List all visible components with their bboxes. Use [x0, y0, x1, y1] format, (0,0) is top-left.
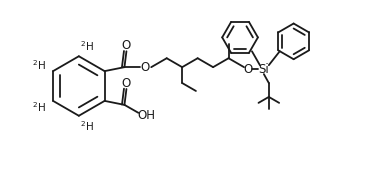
Text: $^{2}$H: $^{2}$H — [80, 39, 94, 53]
Text: O: O — [122, 39, 131, 52]
Text: O: O — [243, 63, 253, 76]
Text: OH: OH — [137, 109, 155, 122]
Text: Si: Si — [258, 63, 269, 76]
Text: $^{2}$H: $^{2}$H — [32, 58, 46, 72]
Text: $^{2}$H: $^{2}$H — [80, 119, 94, 133]
Text: O: O — [122, 77, 131, 90]
Text: $^{2}$H: $^{2}$H — [32, 100, 46, 114]
Text: O: O — [141, 61, 150, 74]
